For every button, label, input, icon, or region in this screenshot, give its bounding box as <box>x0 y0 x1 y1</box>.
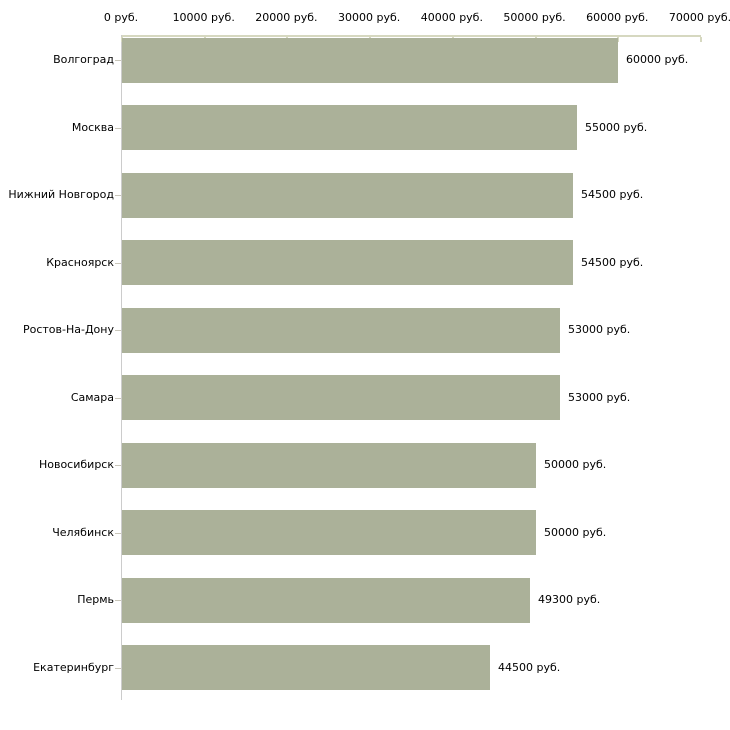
x-axis-tick-label: 60000 руб. <box>586 11 649 24</box>
bar <box>122 510 536 555</box>
category-tick-mark <box>115 465 121 466</box>
category-tick-mark <box>115 397 121 399</box>
bar <box>122 577 530 623</box>
bar-value-label: 53000 руб. <box>568 323 631 336</box>
x-axis-tick-label: 50000 руб. <box>503 11 566 24</box>
bar <box>122 240 573 285</box>
category-label: Челябинск <box>52 525 114 539</box>
x-axis-line <box>121 35 701 37</box>
bar-value-label: 53000 руб. <box>568 390 631 404</box>
bar <box>122 375 560 420</box>
bar <box>122 307 560 353</box>
bar-value-label: 50000 руб. <box>544 525 607 539</box>
bar <box>122 37 618 83</box>
x-axis-tick-mark <box>617 37 620 42</box>
category-label: Самара <box>70 390 114 404</box>
x-axis-tick-mark <box>700 37 702 42</box>
category-tick-mark <box>115 600 121 601</box>
bar-value-label: 49300 руб. <box>538 593 601 606</box>
category-tick-mark <box>115 262 121 264</box>
category-label: Москва <box>71 120 114 134</box>
category-label: Пермь <box>77 593 114 606</box>
bar <box>122 442 536 488</box>
category-tick-mark <box>115 195 121 196</box>
bar <box>122 645 490 690</box>
bar-value-label: 55000 руб. <box>585 120 648 134</box>
category-label: Новосибирск <box>38 458 114 471</box>
bar-value-label: 60000 руб. <box>626 53 689 66</box>
category-tick-mark <box>115 330 121 331</box>
category-label: Екатеринбург <box>33 660 114 674</box>
x-axis-tick-label: 10000 руб. <box>172 11 235 24</box>
x-axis-tick-label: 40000 руб. <box>420 11 483 24</box>
bar <box>122 172 573 218</box>
x-axis-tick-label: 30000 руб. <box>338 11 401 24</box>
bar-value-label: 50000 руб. <box>544 458 607 471</box>
category-tick-mark <box>115 532 121 534</box>
bar-value-label: 44500 руб. <box>498 660 561 674</box>
category-label: Волгоград <box>53 53 114 66</box>
category-tick-mark <box>115 667 121 669</box>
y-axis-line <box>121 35 122 700</box>
x-axis-tick-label: 70000 руб. <box>668 11 730 24</box>
category-label: Красноярск <box>46 255 114 269</box>
category-tick-mark <box>115 60 121 61</box>
category-label: Ростов-На-Дону <box>22 323 114 336</box>
bar <box>122 105 577 150</box>
bar-value-label: 54500 руб. <box>581 255 644 269</box>
category-tick-mark <box>115 127 121 129</box>
x-axis-tick-label: 0 руб. <box>103 11 139 24</box>
x-axis-tick-label: 20000 руб. <box>255 11 318 24</box>
category-label: Нижний Новгород <box>8 188 114 201</box>
bar-value-label: 54500 руб. <box>581 188 644 201</box>
